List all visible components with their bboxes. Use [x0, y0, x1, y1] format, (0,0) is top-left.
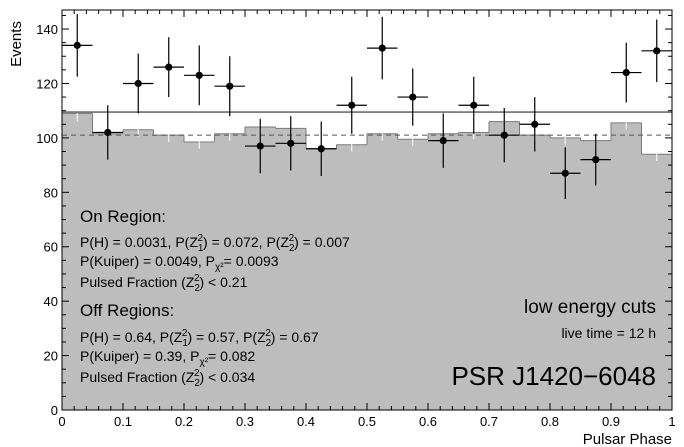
- off-region-line-3: Pulsed Fraction (Z22) < 0.034: [80, 368, 255, 389]
- x-tick-label: 0.2: [175, 414, 193, 429]
- x-tick-label: 0.4: [297, 414, 315, 429]
- y-tick-label: 100: [36, 131, 58, 146]
- y-tick-label: 20: [44, 349, 58, 364]
- on-region-line-3: Pulsed Fraction (Z22) < 0.21: [80, 273, 248, 294]
- on-data-point: [531, 120, 539, 128]
- on-region-line-2: P(Kuiper) = 0.0049, Pχ²= 0.0093: [80, 253, 279, 273]
- x-tick-label: 0.8: [541, 414, 559, 429]
- on-data-point: [592, 156, 600, 164]
- on-data-point: [165, 63, 173, 71]
- source-name-label: PSR J1420−6048: [451, 361, 656, 391]
- x-tick-label: 0: [58, 414, 65, 429]
- on-data-point: [73, 41, 81, 49]
- on-data-point: [256, 142, 264, 150]
- y-tick-label: 0: [51, 403, 58, 418]
- x-tick-label: 0.5: [358, 414, 376, 429]
- x-axis-label: Pulsar Phase: [583, 431, 672, 447]
- on-data-point: [409, 93, 417, 101]
- cuts-label: low energy cuts: [524, 297, 656, 318]
- live-time-label: live time = 12 h: [561, 325, 656, 341]
- on-data-point: [622, 68, 630, 77]
- x-tick-label: 0.1: [114, 414, 132, 429]
- x-tick-label: 0.6: [419, 414, 437, 429]
- x-tick-label: 0.7: [480, 414, 498, 429]
- on-data-point: [500, 131, 508, 139]
- y-tick-label: 80: [44, 185, 58, 200]
- off-region-title: Off Regions:: [80, 301, 174, 320]
- on-data-point: [348, 101, 356, 109]
- x-tick-label: 0.3: [236, 414, 254, 429]
- y-tick-label: 140: [36, 22, 58, 37]
- on-data-point: [470, 101, 478, 109]
- y-tick-label: 40: [44, 294, 58, 309]
- off-region-line-1: P(H) = 0.64, P(Z12) = 0.57, P(Z22) = 0.6…: [80, 328, 319, 349]
- off-region-line-2: P(Kuiper) = 0.39, Pχ²= 0.082: [80, 348, 255, 368]
- axes: 0 0.1 0.2 0.3 0.4 0.5 0.6 0.7 0.8 0.9 1 0 20 40 60 80 10…: [36, 9, 676, 429]
- on-region-line-1: P(H) = 0.0031, P(Z12) = 0.072, P(Z22) = …: [80, 233, 350, 254]
- x-tick-label: 0.9: [602, 414, 620, 429]
- y-tick-label: 60: [44, 240, 58, 255]
- on-data-point: [317, 145, 325, 153]
- off-histogram-area: [62, 113, 672, 410]
- on-data-point: [439, 137, 447, 145]
- x-tick-label: 1: [668, 414, 675, 429]
- on-data-point: [287, 139, 295, 147]
- on-data-point: [653, 47, 661, 55]
- y-axis-label: Events: [8, 21, 25, 67]
- on-data-point: [104, 128, 112, 137]
- on-data-point: [134, 79, 142, 88]
- y-tick-label: 120: [36, 76, 58, 91]
- plot-area: [62, 14, 672, 410]
- on-data-point: [561, 169, 569, 177]
- annotations: On Region: P(H) = 0.0031, P(Z12) = 0.072…: [80, 207, 656, 391]
- on-region-title: On Region:: [80, 207, 166, 226]
- on-data-point: [226, 82, 234, 90]
- on-data-point: [195, 71, 203, 79]
- on-data-point: [378, 44, 386, 52]
